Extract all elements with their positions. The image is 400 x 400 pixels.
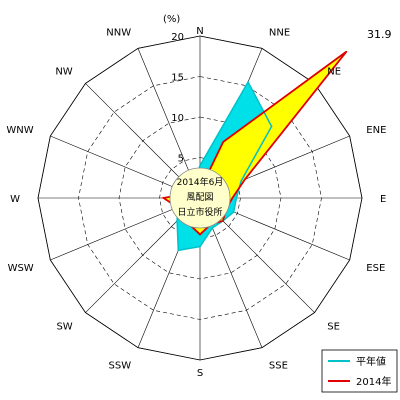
center-disc bbox=[169, 167, 231, 229]
direction-label-N: N bbox=[196, 26, 203, 37]
point-normal-E bbox=[235, 197, 238, 199]
direction-label-ESE: ESE bbox=[366, 263, 385, 274]
center-title-label: 風配図 bbox=[186, 192, 213, 203]
direction-label-SSE: SSE bbox=[269, 360, 288, 371]
point-normal-NE bbox=[270, 125, 273, 128]
direction-label-SSW: SSW bbox=[109, 360, 132, 371]
point-normal-ENE bbox=[240, 180, 242, 182]
point-2014-NNE bbox=[222, 141, 225, 143]
direction-label-WSW: WSW bbox=[8, 263, 34, 274]
point-normal-SSW bbox=[177, 249, 180, 252]
ring-tick-label-5: 5 bbox=[178, 154, 184, 165]
unit-label: (%) bbox=[163, 14, 180, 25]
direction-label-NW: NW bbox=[55, 67, 72, 78]
direction-label-SE: SE bbox=[327, 321, 340, 332]
point-2014-NE bbox=[345, 50, 348, 53]
point-normal-SW bbox=[176, 220, 178, 222]
direction-label-NNE: NNE bbox=[269, 28, 290, 39]
point-normal-SSE bbox=[211, 227, 214, 229]
ring-tick-label-10: 10 bbox=[171, 113, 184, 124]
point-2014-E bbox=[231, 197, 234, 199]
legend-box bbox=[321, 349, 398, 393]
direction-label-NNW: NNW bbox=[106, 28, 131, 39]
direction-label-E: E bbox=[380, 194, 386, 205]
direction-label-NE: NE bbox=[327, 67, 341, 78]
point-2014-SE bbox=[222, 220, 224, 222]
point-normal-N bbox=[199, 164, 201, 167]
direction-label-S: S bbox=[197, 368, 203, 379]
legend-label-2014: 2014年 bbox=[356, 375, 391, 388]
direction-label-ENE: ENE bbox=[366, 125, 386, 136]
direction-label-SW: SW bbox=[56, 321, 72, 332]
point-2014-W bbox=[162, 197, 165, 199]
legend: 平年値 2014年 bbox=[321, 349, 398, 393]
point-2014-ENE bbox=[244, 178, 246, 181]
point-normal-NNE bbox=[247, 81, 249, 83]
center-station-label: 日立市役所 bbox=[177, 206, 222, 218]
ring-tick-label-15: 15 bbox=[171, 73, 184, 84]
direction-label-WNW: WNW bbox=[6, 125, 33, 136]
legend-label-normal: 平年値 bbox=[356, 355, 386, 368]
point-normal-ESE bbox=[232, 211, 235, 213]
max-value-label: 31.9 bbox=[367, 28, 392, 41]
ring-tick-label-20: 20 bbox=[171, 32, 184, 43]
direction-label-W: W bbox=[10, 194, 20, 205]
point-normal-S bbox=[199, 245, 201, 248]
center-date-label: 2014年6月 bbox=[177, 176, 224, 188]
point-2014-S bbox=[199, 233, 201, 236]
